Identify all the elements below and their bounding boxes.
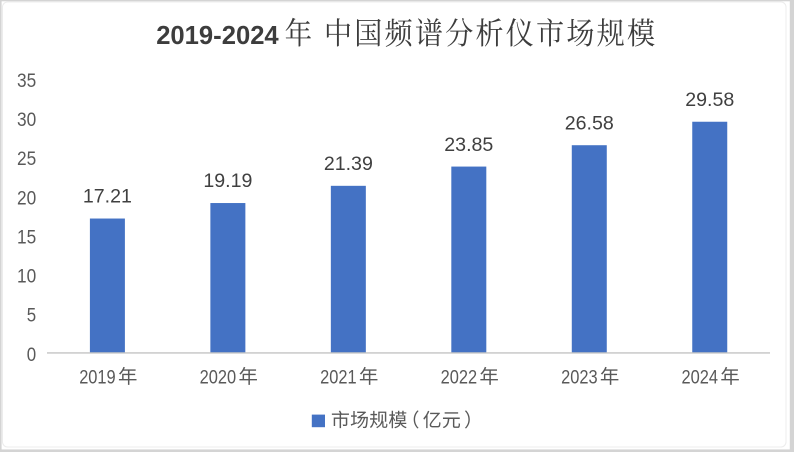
- svg-text:35: 35: [17, 70, 36, 92]
- svg-text:25: 25: [17, 148, 36, 170]
- svg-text:2019: 2019: [79, 368, 116, 389]
- svg-text:0: 0: [27, 344, 36, 366]
- svg-text:19.19: 19.19: [203, 170, 252, 192]
- svg-text:10: 10: [17, 266, 36, 288]
- svg-text:2019-2024: 2019-2024: [156, 20, 279, 50]
- svg-text:5: 5: [27, 305, 36, 327]
- svg-text:20: 20: [17, 187, 36, 209]
- svg-text:29.58: 29.58: [685, 89, 734, 111]
- svg-text:21.39: 21.39: [324, 153, 373, 175]
- svg-text:23.85: 23.85: [444, 134, 493, 156]
- svg-text:15: 15: [17, 226, 36, 248]
- svg-text:30: 30: [17, 109, 36, 131]
- svg-text:17.21: 17.21: [83, 186, 132, 208]
- svg-text:2021: 2021: [320, 368, 357, 389]
- svg-text:2023: 2023: [561, 368, 598, 389]
- svg-text:26.58: 26.58: [565, 112, 614, 134]
- svg-text:2022: 2022: [441, 368, 478, 389]
- svg-text:2020: 2020: [200, 368, 237, 389]
- svg-text:2024: 2024: [682, 368, 719, 389]
